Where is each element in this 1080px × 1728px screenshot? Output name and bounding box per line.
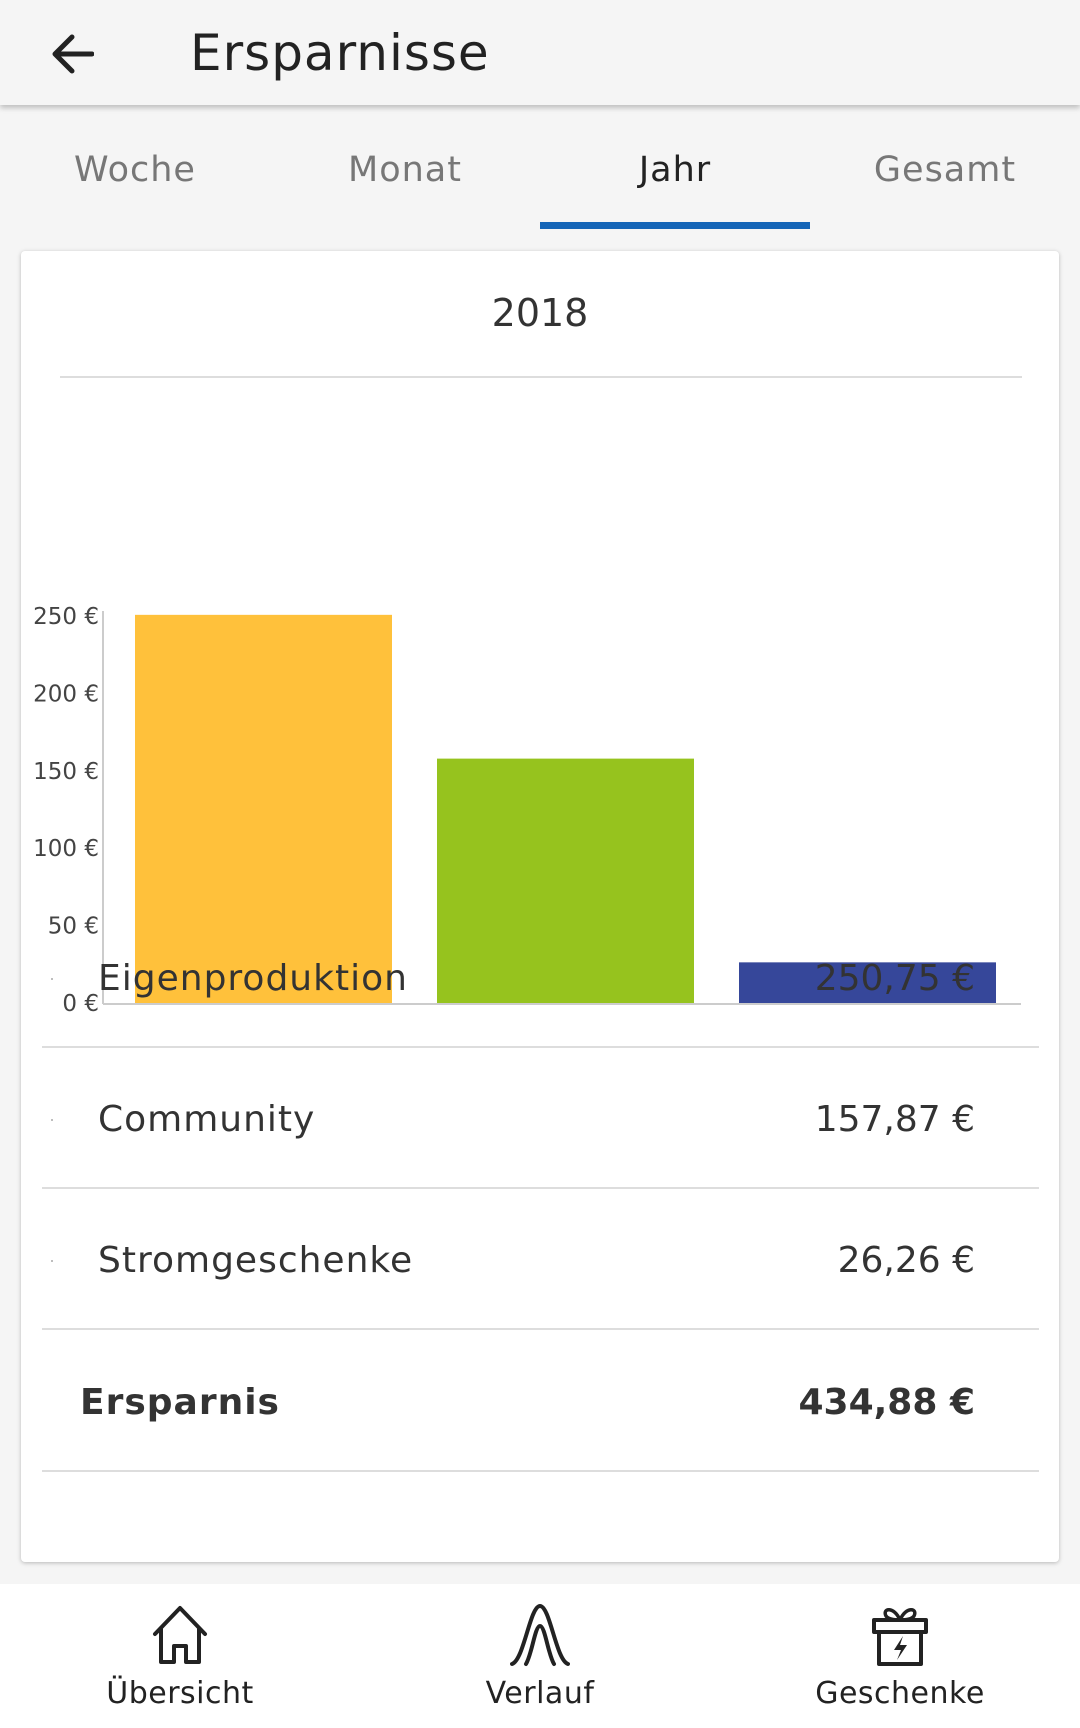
row-divider — [42, 1470, 1039, 1472]
tab-year[interactable]: Jahr — [638, 149, 712, 190]
breakdown-value: 250,75 € — [814, 957, 975, 999]
row-divider — [42, 1328, 1039, 1330]
breakdown-row-total: Ersparnis 434,88 € — [42, 1332, 1039, 1472]
tab-total[interactable]: Gesamt — [873, 149, 1017, 190]
nav-item-history[interactable]: Verlauf — [360, 1584, 720, 1728]
y-tick-label: 250 € — [33, 604, 99, 630]
bar-eigenproduktion — [135, 614, 392, 1003]
breakdown-label: Stromgeschenke — [98, 1239, 414, 1281]
breakdown-row-stromgeschenke: Stromgeschenke 26,26 € — [42, 1190, 1039, 1330]
nav-item-overview[interactable]: Übersicht — [0, 1584, 360, 1728]
y-tick-label: 0 € — [62, 991, 99, 1017]
breakdown-row-eigenproduktion: Eigenproduktion 250,75 € — [42, 908, 1039, 1048]
legend-dot — [51, 978, 53, 980]
savings-card: 2018 0 € 50 € 100 € 150 € 200 € 250 € Eigenpr… — [21, 251, 1059, 1562]
y-tick-label: 150 € — [33, 759, 99, 785]
home-icon — [153, 1606, 207, 1664]
row-divider — [42, 1187, 1039, 1189]
curve-icon — [510, 1603, 570, 1666]
y-tick-label: 50 € — [48, 914, 99, 940]
breakdown-label: Eigenproduktion — [98, 957, 408, 999]
breakdown-label: Community — [98, 1098, 316, 1140]
nav-label: Verlauf — [485, 1676, 595, 1711]
bar-stromgeschenke — [739, 962, 996, 1003]
nav-item-gifts[interactable]: Geschenke — [720, 1584, 1080, 1728]
breakdown-value: 26,26 € — [837, 1239, 975, 1281]
breakdown-value: 157,87 € — [814, 1098, 975, 1140]
nav-label: Geschenke — [815, 1676, 985, 1711]
row-divider — [42, 1046, 1039, 1048]
y-tick-label: 200 € — [33, 681, 99, 707]
chart-bars — [135, 614, 996, 1003]
total-value: 434,88 € — [798, 1381, 975, 1423]
legend-dot — [51, 1119, 53, 1121]
period-tabs: Woche Monat Jahr Gesamt — [0, 105, 1080, 230]
y-tick-label: 100 € — [33, 836, 99, 862]
gift-bolt-icon — [872, 1608, 928, 1666]
divider — [60, 376, 1022, 378]
back-button[interactable] — [38, 20, 106, 88]
bottom-navigation: Übersicht Verlauf Geschenke — [0, 1584, 1080, 1728]
y-axis-ticks: 0 € 50 € 100 € 150 € 200 € 250 € — [33, 604, 99, 1017]
active-tab-indicator — [540, 222, 810, 229]
savings-bar-chart: 0 € 50 € 100 € 150 € 200 € 250 € — [33, 604, 1021, 1017]
app-bar: Ersparnisse — [0, 0, 1080, 105]
period-label: 2018 — [491, 291, 589, 335]
legend-dot — [51, 1260, 53, 1262]
total-label: Ersparnis — [80, 1381, 280, 1423]
bar-community — [437, 758, 694, 1003]
nav-label: Übersicht — [106, 1676, 254, 1711]
breakdown-row-community: Community 157,87 € — [42, 1049, 1039, 1189]
arrow-left-icon — [52, 34, 94, 74]
tab-month[interactable]: Monat — [348, 149, 462, 190]
page-title: Ersparnisse — [190, 24, 490, 82]
tab-week[interactable]: Woche — [74, 149, 196, 190]
